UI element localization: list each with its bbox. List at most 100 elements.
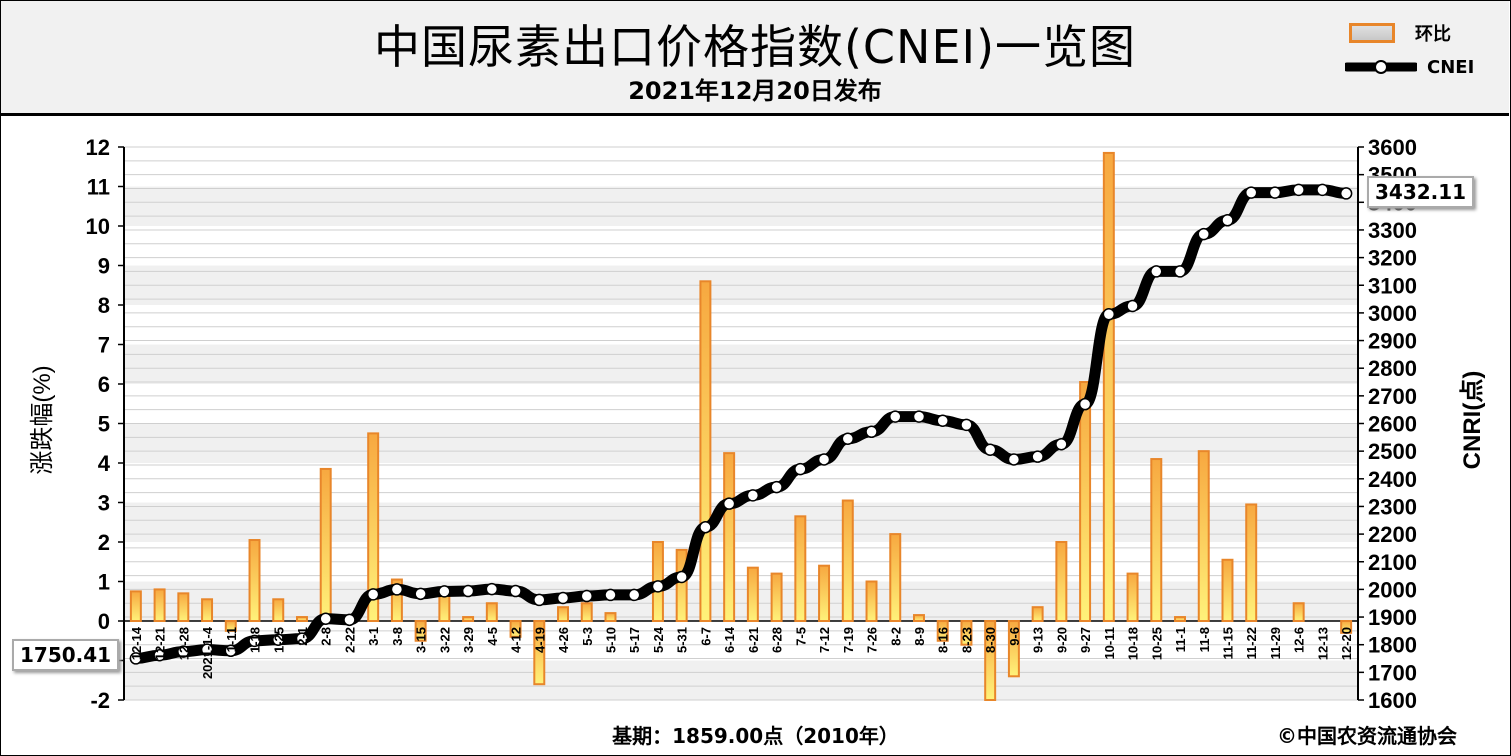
line-series xyxy=(129,183,1353,665)
right-tick-label: 1700 xyxy=(1368,660,1417,685)
cnei-marker xyxy=(1173,265,1187,278)
legend: 环比 CNEI xyxy=(1345,21,1509,91)
bar xyxy=(818,564,831,623)
last-value-callout: 3432.11 xyxy=(1367,176,1475,208)
grid-bands xyxy=(124,186,1358,700)
cnei-marker xyxy=(1244,186,1258,199)
right-tick-label: 2200 xyxy=(1368,522,1417,547)
cnei-marker xyxy=(1007,453,1021,466)
cnei-marker xyxy=(1221,214,1234,227)
cnei-marker xyxy=(1292,183,1305,197)
x-tick-label: 5-24 xyxy=(651,626,666,653)
right-tick-label: 2000 xyxy=(1368,577,1417,602)
bar xyxy=(1340,620,1353,634)
bar xyxy=(889,533,902,622)
cnei-marker xyxy=(1339,187,1353,200)
bar xyxy=(699,280,712,622)
x-tick-label: 12-6 xyxy=(1292,627,1307,653)
bar xyxy=(1007,620,1020,678)
cnei-marker xyxy=(960,418,973,432)
left-tick-label: 5 xyxy=(98,412,110,437)
right-tick-label: 2100 xyxy=(1368,550,1417,575)
cnei-marker xyxy=(248,634,261,648)
bar xyxy=(960,620,973,646)
right-tick-label: 3600 xyxy=(1368,135,1417,160)
x-tick-label: 11-8 xyxy=(1197,627,1212,652)
bar xyxy=(390,578,403,623)
right-tick-label: 3100 xyxy=(1368,273,1417,298)
bar xyxy=(1197,450,1210,622)
cnei-marker xyxy=(1031,450,1044,463)
bar xyxy=(129,590,142,622)
right-tick-label: 2400 xyxy=(1368,467,1417,492)
grid-band xyxy=(124,423,1358,463)
right-tick-label: 2300 xyxy=(1368,494,1417,519)
x-tick-label: 6-14 xyxy=(722,626,737,653)
x-tick-label: 11-29 xyxy=(1268,627,1283,660)
grid-band xyxy=(124,344,1358,384)
left-tick-label: 6 xyxy=(98,372,110,397)
x-tick-label: 9-6 xyxy=(1007,627,1022,646)
x-tick-label: 8-30 xyxy=(983,627,998,653)
x-tick-label: 12-28 xyxy=(176,627,191,660)
bar xyxy=(319,467,332,622)
cnei-marker xyxy=(533,593,546,607)
bar xyxy=(1102,151,1115,623)
left-axis: -2-10123456789101112 xyxy=(86,135,124,713)
chart-header: 中国尿素出口价格指数(CNEI)一览图 2021年12月20日发布 环比 CNE… xyxy=(1,1,1509,116)
right-tick-label: 1900 xyxy=(1368,605,1417,630)
bar xyxy=(248,539,261,623)
right-tick-label: 2900 xyxy=(1368,329,1417,354)
cnei-marker xyxy=(200,643,214,656)
bar xyxy=(604,612,617,622)
x-tick-label: 10-11 xyxy=(1102,627,1117,660)
cnei-marker xyxy=(390,583,404,596)
chart-title: 中国尿素出口价格指数(CNEI)一览图 xyxy=(373,20,1137,74)
legend-line-swatch xyxy=(1345,60,1417,74)
right-tick-label: 1800 xyxy=(1368,633,1417,658)
cnei-line xyxy=(130,184,1352,664)
cnei-marker xyxy=(817,453,831,466)
legend-bar-swatch xyxy=(1349,23,1395,43)
right-tick-label: 3000 xyxy=(1368,301,1417,326)
x-tick-label: 11-15 xyxy=(1220,627,1235,660)
cnei-marker xyxy=(485,582,499,596)
bar xyxy=(936,620,949,642)
left-tick-label: 1 xyxy=(98,570,110,595)
bar xyxy=(675,548,688,623)
bar xyxy=(177,592,190,622)
bar xyxy=(485,602,498,622)
x-tick-label: 7-5 xyxy=(793,627,808,646)
x-tick-label: 5-31 xyxy=(675,627,690,653)
bar xyxy=(1221,558,1234,623)
cnei-marker xyxy=(936,414,949,427)
cnei-marker xyxy=(889,410,902,423)
cnei-marker xyxy=(912,410,926,423)
left-tick-label: -2 xyxy=(90,688,110,713)
left-tick-label: 3 xyxy=(98,491,110,516)
right-tick-label: 2700 xyxy=(1368,384,1417,409)
x-tick-label: 3-29 xyxy=(461,627,476,653)
bar xyxy=(1079,381,1092,622)
legend-item-line: CNEI xyxy=(1345,55,1474,79)
cnei-marker xyxy=(343,613,356,627)
left-tick-label: 11 xyxy=(87,175,110,200)
bar xyxy=(1292,602,1305,622)
x-axis: 12-14 12-21 12-28 2021-1-4 1-11 1-18 1-25 2-1 2-… xyxy=(129,626,1354,679)
bar xyxy=(295,616,308,622)
x-tick-label: 8-16 xyxy=(936,627,951,653)
x-tick-label: 1-11 xyxy=(224,627,239,652)
chart-subtitle: 2021年12月20日发布 xyxy=(628,77,882,105)
cnei-marker xyxy=(770,480,783,494)
grid-band xyxy=(124,581,1358,621)
x-tick-label: 12-14 xyxy=(129,626,144,660)
right-tick-label: 2600 xyxy=(1368,412,1417,437)
cnei-marker xyxy=(580,589,593,603)
x-tick-label: 1-18 xyxy=(248,627,263,653)
legend-item-bar: 环比 xyxy=(1349,21,1451,45)
cnei-marker xyxy=(841,432,855,445)
x-tick-label: 11-1 xyxy=(1173,627,1188,652)
cnei-marker xyxy=(153,648,166,662)
bar xyxy=(414,620,427,642)
